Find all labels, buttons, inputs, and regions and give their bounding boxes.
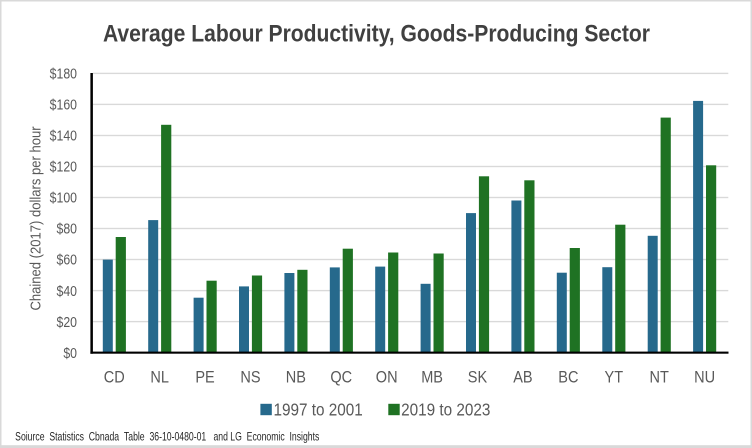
- svg-text:$100: $100: [50, 190, 78, 206]
- svg-text:QC: QC: [330, 369, 352, 387]
- svg-text:Chained (2017) dollars per hou: Chained (2017) dollars per hour: [28, 126, 44, 310]
- svg-text:2019 to 2023: 2019 to 2023: [401, 399, 490, 419]
- svg-text:$180: $180: [50, 65, 78, 81]
- svg-text:NL: NL: [150, 369, 169, 387]
- svg-text:NT: NT: [650, 369, 670, 387]
- svg-text:$80: $80: [56, 221, 77, 237]
- svg-text:Soiurce Statistics Cbnada T: Soiurce Statistics Cbnada Table 36-10-04…: [15, 431, 319, 444]
- svg-text:1997 to 2001: 1997 to 2001: [274, 399, 363, 419]
- svg-text:PE: PE: [195, 369, 214, 387]
- svg-text:NB: NB: [286, 369, 306, 387]
- svg-text:AB: AB: [513, 369, 532, 387]
- svg-text:$120: $120: [50, 159, 78, 175]
- svg-text:$20: $20: [56, 314, 77, 330]
- svg-text:YT: YT: [605, 369, 624, 387]
- svg-text:BC: BC: [558, 369, 578, 387]
- svg-text:MB: MB: [421, 369, 443, 387]
- svg-text:NU: NU: [694, 369, 715, 387]
- svg-text:$40: $40: [56, 283, 77, 299]
- svg-text:CD: CD: [104, 369, 125, 387]
- svg-text:ON: ON: [376, 369, 398, 387]
- svg-text:$160: $160: [50, 96, 78, 112]
- svg-text:$0: $0: [63, 345, 77, 361]
- svg-text:Average Labour Productivity, G: Average Labour Productivity, Goods-Produ…: [103, 20, 650, 47]
- svg-text:$140: $140: [50, 128, 78, 144]
- svg-text:SK: SK: [468, 369, 488, 387]
- svg-text:$60: $60: [56, 252, 77, 268]
- svg-text:NS: NS: [240, 369, 260, 387]
